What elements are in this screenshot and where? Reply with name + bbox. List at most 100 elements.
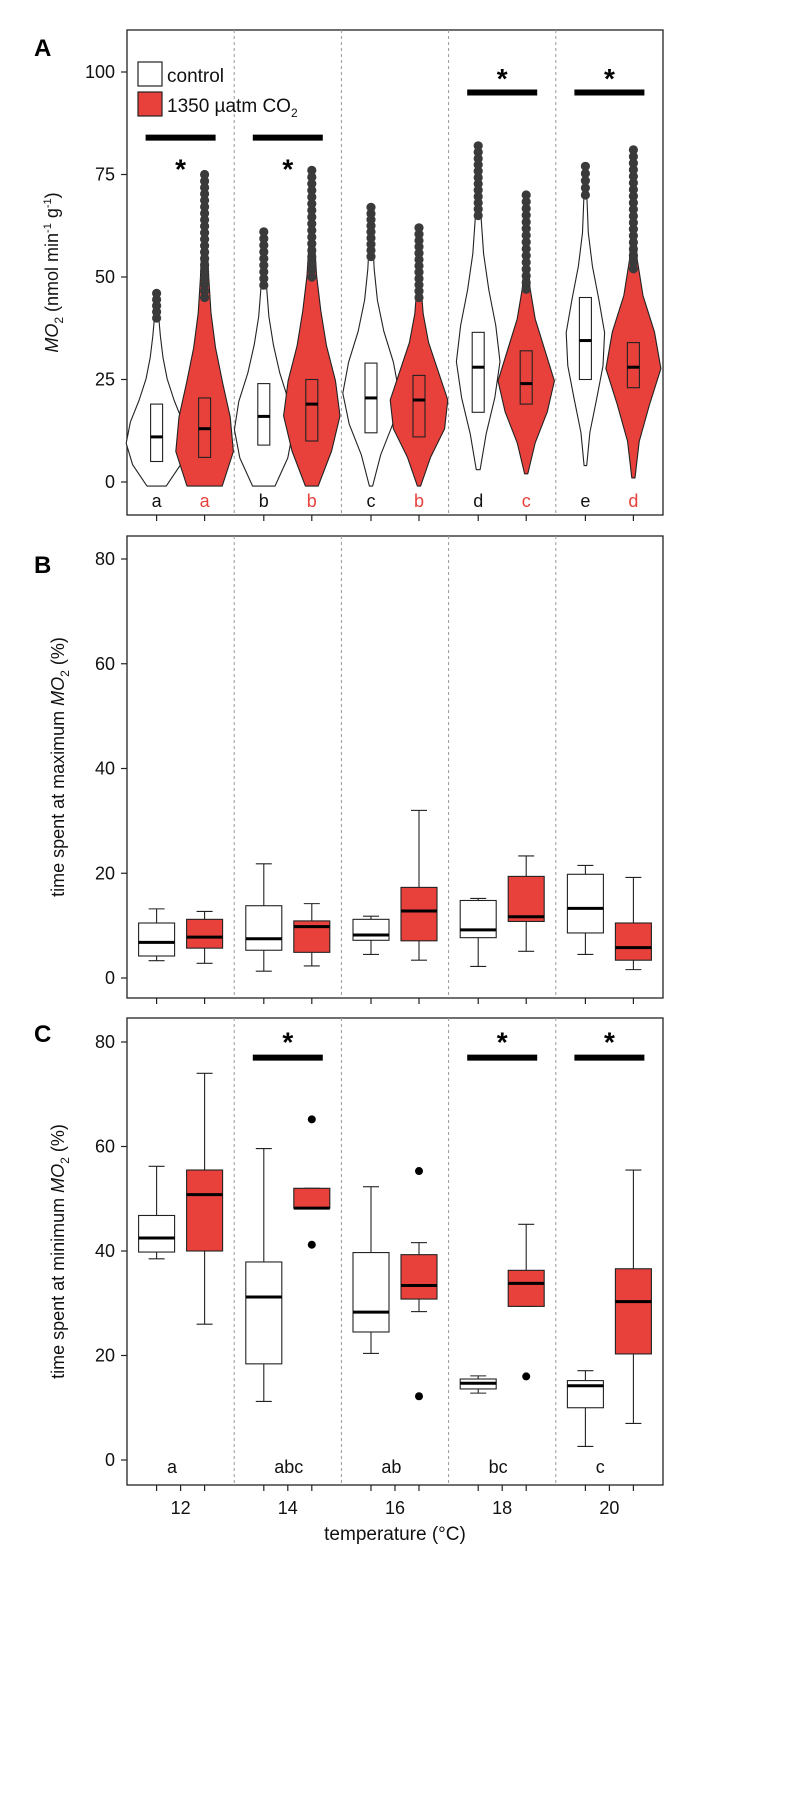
outlier-point xyxy=(200,221,210,231)
outlier-point xyxy=(521,244,531,254)
outlier-point xyxy=(414,235,424,246)
outlier-point xyxy=(200,182,210,193)
box-control-18 xyxy=(459,899,497,939)
legend-co2-label: 1350 µatm CO2 xyxy=(167,96,298,120)
outlier-point xyxy=(628,257,639,267)
y-tick-label: 20 xyxy=(95,863,115,883)
legend-control-label: control xyxy=(167,66,224,87)
outlier-point xyxy=(521,217,531,227)
outlier-point xyxy=(307,245,317,255)
violin-box xyxy=(412,374,426,438)
outlier-point xyxy=(473,147,483,157)
outlier-point xyxy=(628,237,639,247)
panel-a: 0 25 50 75 100 MO2 (nmol min-1 g-1) a b c d e a b b c d… xyxy=(42,29,664,521)
outlier-point xyxy=(200,247,210,257)
violin-box xyxy=(578,296,592,381)
y-tick-label: 0 xyxy=(105,472,115,492)
y-axis-label: time spent at maximum MO2 (%) xyxy=(48,637,72,897)
outlier-point xyxy=(307,272,317,282)
box-control-20 xyxy=(566,873,604,934)
x-axis-label: temperature (°C) xyxy=(324,1524,466,1545)
y-tick-label: 25 xyxy=(95,370,115,390)
group-letter: b xyxy=(414,491,424,511)
outlier-point xyxy=(414,242,424,252)
x-tick-label: 14 xyxy=(278,1498,298,1518)
box-co2-14 xyxy=(293,1187,331,1209)
outlier-point xyxy=(580,168,591,179)
outlier-point xyxy=(307,219,317,229)
outlier-point xyxy=(200,286,210,296)
outlier-point xyxy=(473,153,483,164)
outlier-point xyxy=(307,225,317,235)
outlier-point xyxy=(521,284,531,294)
significance-star: * xyxy=(282,1026,293,1057)
y-tick-label: 80 xyxy=(95,549,115,569)
group-letter: d xyxy=(473,491,483,511)
outlier-point xyxy=(307,239,317,249)
outlier-point xyxy=(415,1167,423,1176)
violin-box xyxy=(626,342,640,389)
outlier-point xyxy=(259,260,269,270)
y-tick-label: 40 xyxy=(95,1241,115,1261)
outlier-point xyxy=(473,191,483,202)
box-control-14 xyxy=(245,1261,283,1365)
panel-label-a: A xyxy=(34,35,51,62)
outlier-point xyxy=(473,204,483,214)
outlier-point xyxy=(200,195,210,205)
outlier-point xyxy=(259,227,269,237)
violin-box xyxy=(471,331,485,413)
outlier-point xyxy=(628,151,639,162)
outlier-point xyxy=(259,233,269,244)
box-co2-20 xyxy=(614,1268,652,1355)
outlier-point xyxy=(521,251,531,261)
legend: control 1350 µatm CO2 xyxy=(137,61,298,120)
outlier-point xyxy=(414,223,424,233)
outlier-point xyxy=(628,191,639,201)
group-letter: c xyxy=(522,491,531,511)
outlier-point xyxy=(307,232,317,242)
outlier-point xyxy=(259,253,269,264)
outlier-point xyxy=(307,1240,316,1249)
x-tick-label: 18 xyxy=(492,1498,512,1518)
outlier-point xyxy=(152,288,162,298)
legend-control-swatch xyxy=(137,61,163,87)
box-control-12 xyxy=(138,1214,176,1253)
outlier-point xyxy=(628,250,639,261)
outlier-point xyxy=(200,273,210,283)
y-axis-label: MO2 (nmol min-1 g-1) xyxy=(42,192,66,352)
y-axis-label: time spent at minimum MO2 (%) xyxy=(48,1124,72,1379)
outlier-point xyxy=(307,259,317,269)
y-tick-label: 60 xyxy=(95,1137,115,1157)
outlier-point xyxy=(259,273,269,284)
outlier-point xyxy=(200,189,210,199)
box-co2-16 xyxy=(400,886,438,942)
group-letter: a xyxy=(167,1457,178,1477)
outlier-point xyxy=(307,199,317,209)
outlier-point xyxy=(628,244,639,254)
outlier-point xyxy=(414,248,424,258)
outlier-point xyxy=(414,292,424,303)
x-axis: 12 14 16 18 20 temperature (°C) xyxy=(171,1485,619,1545)
outlier-point xyxy=(414,229,424,239)
outlier-point xyxy=(628,211,639,221)
outlier-point xyxy=(473,185,483,195)
outlier-point xyxy=(521,230,531,241)
panel-a-frame xyxy=(126,29,664,516)
outlier-point xyxy=(522,1372,531,1381)
outlier-point xyxy=(473,172,483,183)
box-control-16 xyxy=(352,918,390,941)
outlier-point xyxy=(628,171,639,181)
outlier-point xyxy=(200,279,210,290)
significance-star: * xyxy=(604,63,615,94)
outlier-point xyxy=(521,271,531,281)
group-letter: a xyxy=(200,491,211,511)
outlier-point xyxy=(307,212,317,222)
box-control-16 xyxy=(352,1252,390,1333)
outlier-point xyxy=(200,267,210,277)
group-letter: c xyxy=(367,491,376,511)
outlier-point xyxy=(414,267,424,277)
panel-b: 0 20 40 60 80 time spent at maximum MO2 (%) xyxy=(48,535,664,1004)
outlier-point xyxy=(200,241,210,251)
outlier-point xyxy=(521,224,531,234)
y-tick-label: 50 xyxy=(95,267,115,287)
